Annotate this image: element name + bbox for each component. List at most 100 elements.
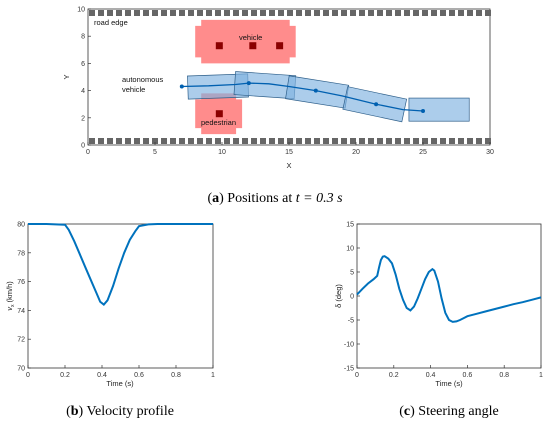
road-edge-segment — [431, 10, 437, 16]
road-edge-segment — [404, 10, 410, 16]
road-edge-segment — [476, 138, 482, 144]
positions-xtick-label: 25 — [419, 149, 427, 156]
steering-xtick-label: 1 — [539, 372, 543, 379]
road-edge-segment — [314, 10, 320, 16]
positions-ytick-label: 6 — [81, 61, 85, 68]
road-edge-segment — [413, 138, 419, 144]
road-edge-label: road edge — [94, 18, 128, 27]
road-edge-segment — [161, 138, 167, 144]
positions-xtick-label: 5 — [153, 149, 157, 156]
road-edge-segment — [350, 138, 356, 144]
velocity-ytick-label: 80 — [17, 222, 25, 229]
positions-xlabel: X — [286, 161, 291, 170]
road-edge-segment — [233, 10, 239, 16]
positions-xtick-label: 15 — [285, 149, 293, 156]
road-edge-segment — [251, 10, 257, 16]
road-edge-segment — [431, 138, 437, 144]
road-edge-segment — [269, 10, 275, 16]
vehicle-zone — [195, 19, 296, 64]
road-edge-segment — [215, 138, 221, 144]
steering-plot-frame — [356, 223, 542, 369]
road-edge-bottom — [89, 138, 491, 144]
road-edge-segment — [107, 138, 113, 144]
steering-ytick-label: -15 — [344, 366, 354, 373]
road-edge-segment — [134, 138, 140, 144]
velocity-ytick-label: 74 — [17, 308, 25, 315]
road-edge-segment — [386, 10, 392, 16]
road-edge-segment — [458, 138, 464, 144]
road-edge-segment — [233, 138, 239, 144]
road-edge-segment — [296, 138, 302, 144]
road-edge-segment — [422, 10, 428, 16]
road-edge-segment — [98, 10, 104, 16]
trajectory-marker — [374, 102, 379, 107]
panel-steering: 0 0.2 0.4 0.6 0.8 1 -15 -10 -5 0 5 10 15 Time (s) δ … — [334, 222, 543, 420]
velocity-series-line — [28, 223, 213, 306]
positions-ylabel: Y — [62, 74, 71, 79]
road-edge-segment — [116, 10, 122, 16]
autonomous-vehicle-label-line1: autonomous — [122, 75, 164, 84]
road-edge-segment — [215, 10, 221, 16]
road-edge-segment — [125, 138, 131, 144]
steering-xtick-label: 0.2 — [389, 372, 399, 379]
velocity-ytick-label: 78 — [17, 250, 25, 257]
road-edge-segment — [305, 138, 311, 144]
caption-a: (a) Positions at t = 0.3 s — [207, 191, 343, 206]
velocity-xtick-label: 0.6 — [134, 372, 144, 379]
road-edge-segment — [134, 10, 140, 16]
steering-axis-ticks: 0 0.2 0.4 0.6 0.8 1 -15 -10 -5 0 5 10 15 — [344, 222, 543, 380]
road-edge-segment — [152, 10, 158, 16]
velocity-xlabel: Time (s) — [106, 379, 134, 388]
road-edge-segment — [197, 10, 203, 16]
road-edge-segment — [161, 10, 167, 16]
road-edge-top — [89, 10, 491, 16]
road-edge-segment — [323, 10, 329, 16]
road-edge-segment — [422, 138, 428, 144]
road-edge-segment — [260, 138, 266, 144]
road-edge-segment — [269, 138, 275, 144]
road-edge-segment — [485, 138, 491, 144]
road-edge-segment — [278, 10, 284, 16]
road-edge-segment — [440, 138, 446, 144]
positions-xtick-label: 20 — [352, 149, 360, 156]
road-edge-segment — [296, 10, 302, 16]
vehicle-point — [276, 42, 284, 50]
steering-xlabel: Time (s) — [435, 379, 463, 388]
panel-velocity: 0 0.2 0.4 0.6 0.8 1 70 72 74 76 78 80 Time (s) vx (… — [5, 222, 215, 420]
road-edge-segment — [170, 138, 176, 144]
positions-ytick-label: 2 — [81, 115, 85, 122]
road-edge-segment — [224, 138, 230, 144]
road-edge-segment — [89, 10, 95, 16]
road-edge-segment — [251, 138, 257, 144]
road-edge-segment — [314, 138, 320, 144]
road-edge-segment — [287, 138, 293, 144]
trajectory-marker — [313, 88, 318, 93]
road-edge-segment — [485, 10, 491, 16]
steering-xtick-label: 0.6 — [463, 372, 473, 379]
velocity-xtick-label: 0.2 — [60, 372, 70, 379]
steering-xtick-label: 0 — [355, 372, 359, 379]
steering-xtick-label: 0.4 — [426, 372, 436, 379]
road-edge-segment — [143, 10, 149, 16]
steering-ytick-label: 10 — [346, 246, 354, 253]
road-edge-segment — [350, 10, 356, 16]
road-edge-segment — [188, 138, 194, 144]
road-edge-segment — [260, 10, 266, 16]
road-edge-segment — [341, 10, 347, 16]
road-edge-segment — [476, 10, 482, 16]
velocity-axis-ticks: 0 0.2 0.4 0.6 0.8 1 70 72 74 76 78 80 — [17, 222, 215, 380]
road-edge-segment — [188, 10, 194, 16]
steering-ytick-label: 0 — [350, 294, 354, 301]
road-edge-segment — [179, 10, 185, 16]
road-edge-segment — [152, 138, 158, 144]
road-edge-segment — [395, 10, 401, 16]
velocity-xtick-label: 0.8 — [171, 372, 181, 379]
road-edge-segment — [143, 138, 149, 144]
road-edge-segment — [206, 10, 212, 16]
road-edge-segment — [89, 138, 95, 144]
road-edge-segment — [377, 138, 383, 144]
steering-ytick-label: 15 — [346, 222, 354, 229]
velocity-ytick-label: 72 — [17, 337, 25, 344]
road-edge-segment — [341, 138, 347, 144]
